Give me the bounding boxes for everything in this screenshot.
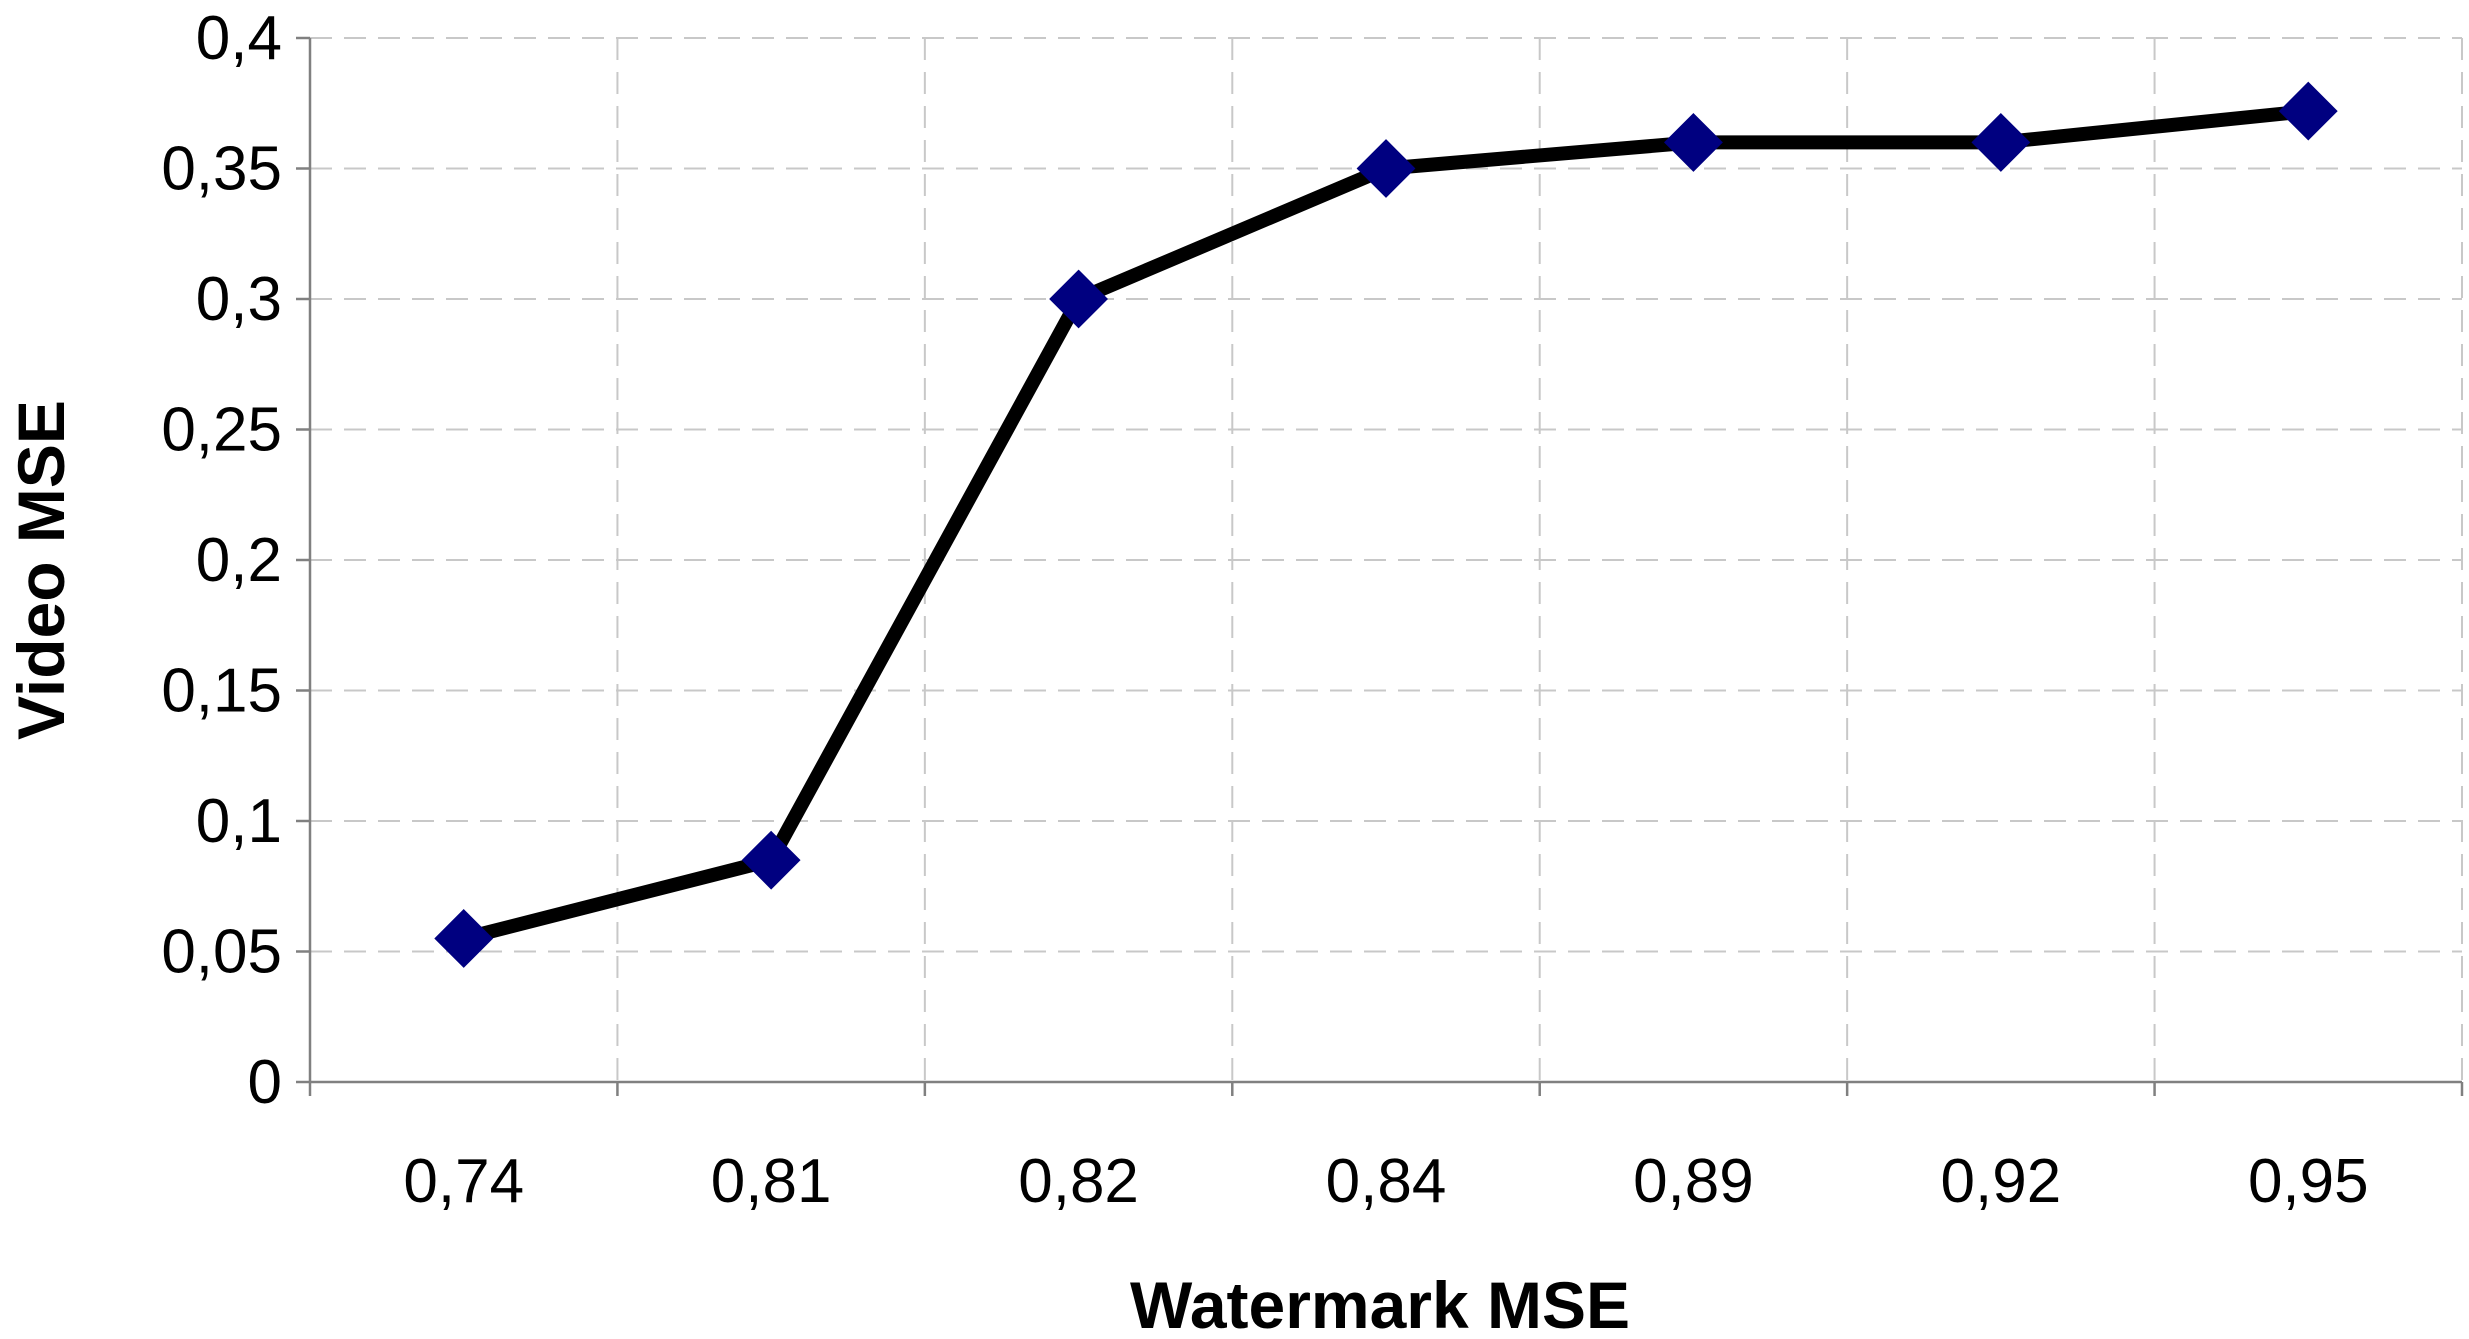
data-point-marker <box>1356 139 1416 198</box>
data-point-marker <box>1049 269 1108 329</box>
x-tick-label: 0,81 <box>711 1147 832 1216</box>
data-point-marker <box>1971 112 2031 172</box>
x-tick-label: 0,92 <box>1941 1147 2062 1216</box>
y-tick-label: 0,4 <box>196 4 282 73</box>
y-axis-title: Video MSE <box>4 400 78 740</box>
y-tick-label: 0,05 <box>161 918 282 987</box>
x-tick-label: 0,84 <box>1326 1147 1447 1216</box>
y-tick-label: 0,35 <box>161 135 282 204</box>
y-tick-label: 0,1 <box>196 787 282 856</box>
y-tick-label: 0,3 <box>196 265 282 334</box>
data-markers <box>434 81 2338 968</box>
y-tick-label: 0,25 <box>161 396 282 465</box>
y-tick-label: 0 <box>248 1048 282 1117</box>
data-point-marker <box>741 830 801 890</box>
x-tick-label: 0,89 <box>1633 1147 1754 1216</box>
x-axis-title: Watermark MSE <box>1130 1268 1630 1339</box>
x-tick-label: 0,82 <box>1018 1147 1139 1216</box>
x-tick-labels: 0,74 0,81 0,82 0,84 0,89 0,92 0,95 <box>403 1147 2368 1216</box>
data-point-marker <box>1664 112 1723 172</box>
x-tick-label: 0,95 <box>2248 1147 2369 1216</box>
series-line-path <box>456 104 2316 946</box>
data-point-marker <box>434 909 494 968</box>
axes <box>296 36 2464 1096</box>
series-line <box>456 104 2316 946</box>
data-point-marker <box>2278 81 2338 141</box>
y-tick-labels: 0 0,05 0,1 0,15 0,2 0,25 0,3 0,35 0,4 <box>161 4 282 1117</box>
y-tick-label: 0,2 <box>196 526 282 595</box>
y-tick-label: 0,15 <box>161 657 282 726</box>
x-tick-label: 0,74 <box>403 1147 524 1216</box>
